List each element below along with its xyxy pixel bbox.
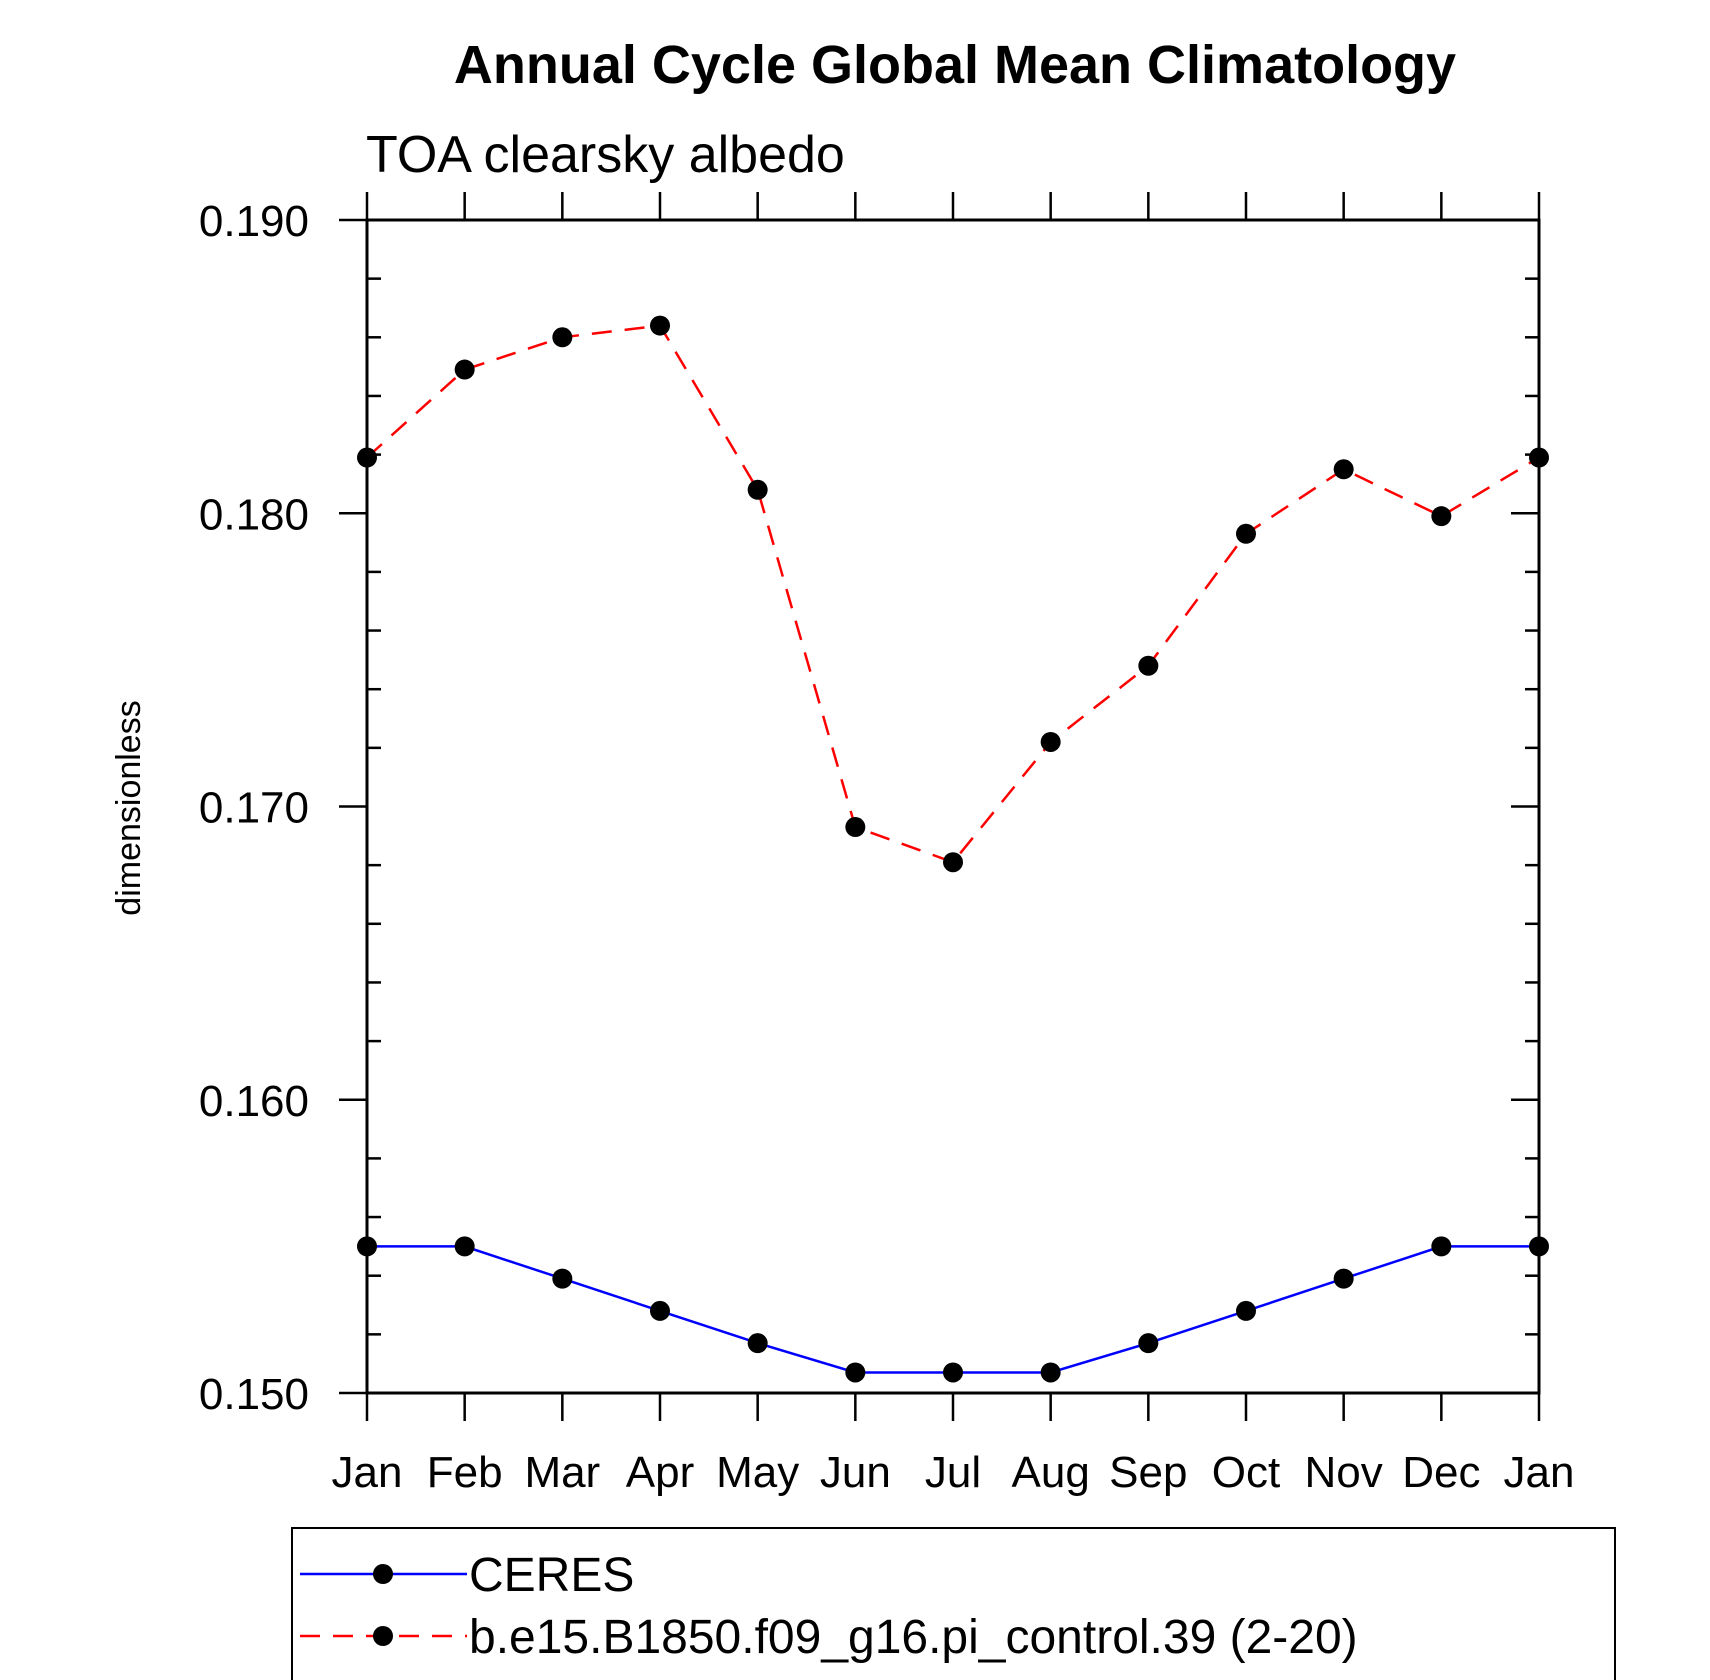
data-point xyxy=(650,315,670,336)
data-point xyxy=(1236,523,1256,544)
data-point xyxy=(845,1362,866,1383)
series-line xyxy=(367,1245,1539,1374)
y-tick-label: 0.160 xyxy=(199,1077,309,1126)
x-tick-label: Nov xyxy=(1305,1448,1383,1497)
legend-box xyxy=(291,1527,1616,1680)
data-point xyxy=(1040,731,1061,752)
x-tick-label: May xyxy=(716,1448,799,1497)
legend-marker xyxy=(373,1564,393,1584)
x-tick-label: Dec xyxy=(1402,1448,1480,1497)
x-tick-label: Aug xyxy=(1012,1448,1090,1497)
legend: CERES b.e15.B1850.f09_g16.pi_control.39 (… xyxy=(291,1527,1616,1680)
data-point xyxy=(943,852,963,873)
x-tick-label: Apr xyxy=(626,1448,694,1497)
legend-label: CERES xyxy=(469,1549,634,1602)
x-tick-label: Jan xyxy=(1504,1448,1575,1497)
x-tick-label: Oct xyxy=(1212,1448,1280,1497)
data-point xyxy=(650,1300,670,1321)
data-point xyxy=(747,1333,768,1354)
legend-marker xyxy=(373,1626,393,1646)
y-tick-label: 0.180 xyxy=(199,490,309,539)
data-point xyxy=(747,479,768,500)
x-tick-label: Feb xyxy=(427,1448,503,1497)
axis-ticks xyxy=(339,192,1541,1421)
data-point xyxy=(1333,459,1354,480)
legend-label: b.e15.B1850.f09_g16.pi_control.39 (2-20) xyxy=(469,1611,1358,1664)
x-tick-label: Sep xyxy=(1109,1448,1187,1497)
y-tick-label: 0.190 xyxy=(199,197,309,246)
data-point xyxy=(1138,1333,1159,1354)
data-point xyxy=(1333,1268,1354,1289)
x-tick-label: Jun xyxy=(820,1448,891,1497)
plot-series xyxy=(357,315,1549,1383)
data-point xyxy=(1040,1362,1061,1383)
y-axis-label: dimensionless xyxy=(110,700,148,915)
chart-title: Annual Cycle Global Mean Climatology xyxy=(454,35,1456,95)
data-point xyxy=(845,817,866,838)
series-line xyxy=(366,324,1540,864)
data-point xyxy=(1138,655,1159,676)
data-point xyxy=(943,1362,963,1383)
data-point xyxy=(552,327,573,348)
legend-entries: CERES b.e15.B1850.f09_g16.pi_control.39 (… xyxy=(300,1549,1358,1664)
x-tick-label: Mar xyxy=(524,1448,600,1497)
plot-frame xyxy=(365,218,1541,1395)
data-point xyxy=(1431,1236,1452,1257)
data-point xyxy=(552,1268,573,1289)
x-tick-label: Jan xyxy=(332,1448,403,1497)
chart-subtitle: TOA clearsky albedo xyxy=(366,126,845,184)
data-point xyxy=(1236,1300,1256,1321)
data-point xyxy=(454,1236,475,1257)
y-tick-label: 0.150 xyxy=(199,1370,309,1419)
data-point xyxy=(454,359,475,380)
tick-labels: 0.150 0.160 0.170 0.180 0.190 Jan Feb Mar Apr May… xyxy=(199,197,1575,1497)
x-tick-label: Jul xyxy=(925,1448,981,1497)
y-tick-label: 0.170 xyxy=(199,784,309,833)
data-point xyxy=(1431,506,1452,527)
